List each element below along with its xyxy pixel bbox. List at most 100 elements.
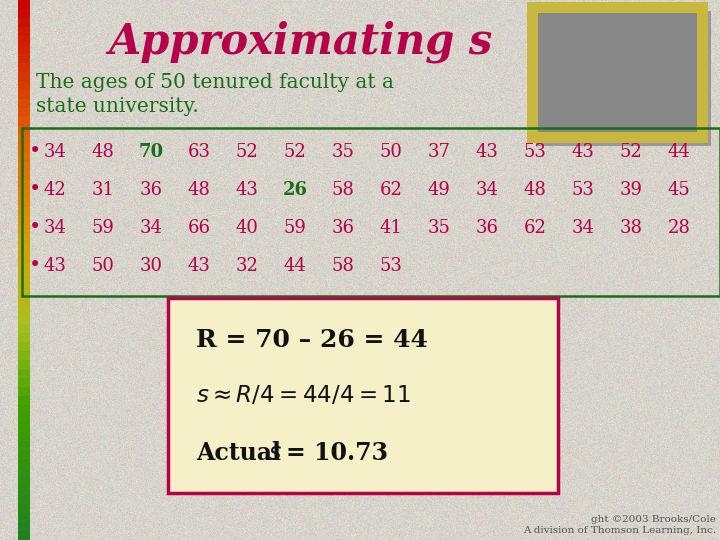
Bar bbox=[18, 504, 30, 513]
Bar bbox=[18, 450, 30, 459]
Bar bbox=[18, 360, 30, 369]
Text: 63: 63 bbox=[187, 143, 210, 161]
Text: The ages of 50 tenured faculty at a: The ages of 50 tenured faculty at a bbox=[36, 72, 394, 91]
Text: = 10.73: = 10.73 bbox=[286, 441, 388, 465]
Text: 53: 53 bbox=[572, 181, 595, 199]
Bar bbox=[18, 216, 30, 225]
Text: 52: 52 bbox=[235, 143, 258, 161]
Bar bbox=[18, 315, 30, 324]
Bar bbox=[18, 189, 30, 198]
Text: 45: 45 bbox=[667, 181, 690, 199]
Text: 52: 52 bbox=[620, 143, 642, 161]
Bar bbox=[18, 117, 30, 126]
Bar bbox=[18, 477, 30, 486]
Bar bbox=[18, 27, 30, 36]
Text: •: • bbox=[29, 180, 41, 199]
Bar bbox=[18, 531, 30, 540]
Bar bbox=[18, 45, 30, 54]
Bar bbox=[18, 459, 30, 468]
Text: 70: 70 bbox=[138, 143, 163, 161]
Bar bbox=[18, 198, 30, 207]
Text: 48: 48 bbox=[188, 181, 210, 199]
Bar bbox=[18, 270, 30, 279]
Text: 34: 34 bbox=[140, 219, 163, 237]
Text: •: • bbox=[29, 143, 41, 161]
Bar bbox=[18, 261, 30, 270]
Text: 48: 48 bbox=[91, 143, 114, 161]
Text: 43: 43 bbox=[476, 143, 498, 161]
Bar bbox=[18, 495, 30, 504]
Bar bbox=[18, 81, 30, 90]
Text: Approximating s: Approximating s bbox=[108, 21, 492, 63]
Bar bbox=[18, 279, 30, 288]
Bar bbox=[18, 153, 30, 162]
Text: 28: 28 bbox=[667, 219, 690, 237]
Text: state university.: state university. bbox=[36, 97, 199, 116]
Bar bbox=[18, 306, 30, 315]
Bar bbox=[18, 18, 30, 27]
Bar bbox=[18, 378, 30, 387]
Text: 42: 42 bbox=[44, 181, 66, 199]
Text: •: • bbox=[29, 219, 41, 238]
Text: 66: 66 bbox=[187, 219, 210, 237]
Text: 50: 50 bbox=[379, 143, 402, 161]
Text: 59: 59 bbox=[284, 219, 307, 237]
Bar bbox=[22, 128, 720, 296]
Text: 34: 34 bbox=[44, 219, 66, 237]
Text: 40: 40 bbox=[235, 219, 258, 237]
Text: 36: 36 bbox=[331, 219, 354, 237]
Text: 26: 26 bbox=[282, 181, 307, 199]
Text: Actual: Actual bbox=[196, 441, 289, 465]
Text: 41: 41 bbox=[379, 219, 402, 237]
Bar bbox=[18, 207, 30, 216]
Bar bbox=[18, 414, 30, 423]
Bar bbox=[18, 288, 30, 297]
Bar bbox=[18, 297, 30, 306]
Text: 62: 62 bbox=[379, 181, 402, 199]
Bar bbox=[18, 99, 30, 108]
Text: 32: 32 bbox=[235, 257, 258, 275]
Text: R = 70 – 26 = 44: R = 70 – 26 = 44 bbox=[196, 328, 428, 352]
Text: 58: 58 bbox=[332, 181, 354, 199]
Bar bbox=[18, 432, 30, 441]
Bar bbox=[18, 387, 30, 396]
Bar bbox=[18, 468, 30, 477]
Bar bbox=[18, 180, 30, 189]
Text: $s \approx R/4 = 44/4 = 11$: $s \approx R/4 = 44/4 = 11$ bbox=[196, 383, 410, 407]
Bar bbox=[18, 144, 30, 153]
Bar bbox=[18, 423, 30, 432]
Bar bbox=[18, 126, 30, 135]
Text: 36: 36 bbox=[140, 181, 163, 199]
Bar bbox=[18, 369, 30, 378]
Text: 62: 62 bbox=[523, 219, 546, 237]
Bar bbox=[18, 405, 30, 414]
Text: 34: 34 bbox=[44, 143, 66, 161]
Text: 43: 43 bbox=[44, 257, 66, 275]
FancyBboxPatch shape bbox=[536, 11, 711, 146]
Text: $s$: $s$ bbox=[268, 441, 282, 465]
Bar bbox=[18, 63, 30, 72]
Text: 31: 31 bbox=[91, 181, 114, 199]
Text: 43: 43 bbox=[188, 257, 210, 275]
Text: 49: 49 bbox=[428, 181, 451, 199]
Text: 43: 43 bbox=[572, 143, 595, 161]
Text: 53: 53 bbox=[379, 257, 402, 275]
Text: 35: 35 bbox=[428, 219, 451, 237]
Text: 50: 50 bbox=[91, 257, 114, 275]
Text: 44: 44 bbox=[284, 257, 307, 275]
Text: 34: 34 bbox=[572, 219, 595, 237]
Bar bbox=[18, 54, 30, 63]
Text: 43: 43 bbox=[235, 181, 258, 199]
Bar bbox=[18, 135, 30, 144]
Text: ght ©2003 Brooks/Cole
A division of Thomson Learning, Inc.: ght ©2003 Brooks/Cole A division of Thom… bbox=[523, 515, 716, 535]
Bar bbox=[18, 108, 30, 117]
Bar bbox=[18, 396, 30, 405]
Text: 39: 39 bbox=[619, 181, 642, 199]
Bar bbox=[18, 333, 30, 342]
Bar bbox=[18, 513, 30, 522]
Bar bbox=[168, 298, 558, 493]
Text: 48: 48 bbox=[523, 181, 546, 199]
Bar bbox=[18, 522, 30, 531]
Bar bbox=[18, 234, 30, 243]
Text: 36: 36 bbox=[475, 219, 498, 237]
